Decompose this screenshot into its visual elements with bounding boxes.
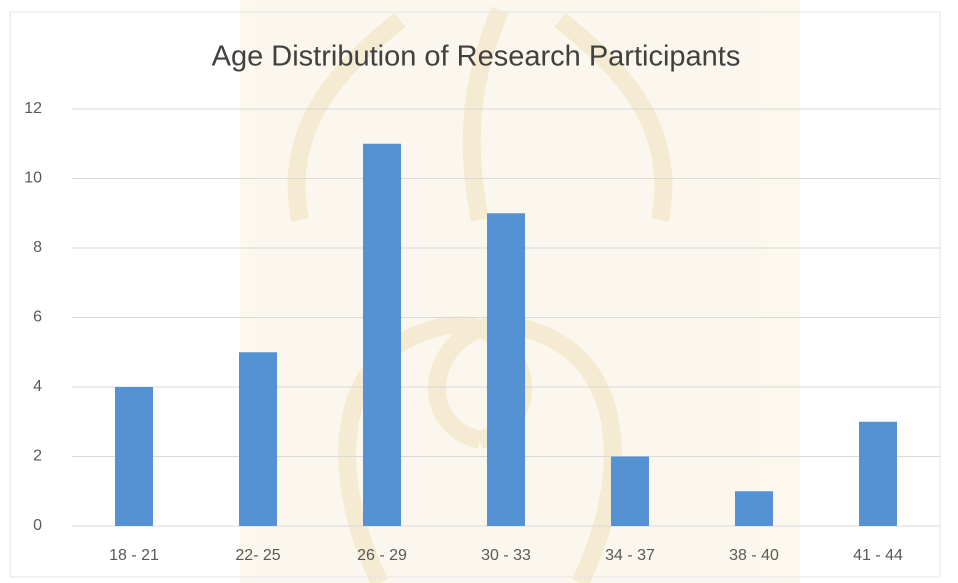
page: Age Distribution of Research Participant… — [0, 0, 958, 583]
y-tick-label: 0 — [33, 517, 42, 534]
chart: Age Distribution of Research Participant… — [0, 0, 958, 583]
x-tick-label: 38 - 40 — [729, 547, 779, 564]
bar — [115, 387, 153, 526]
y-tick-label: 4 — [33, 378, 42, 395]
y-tick-label: 8 — [33, 239, 42, 256]
x-tick-label: 22- 25 — [235, 547, 280, 564]
x-tick-label: 26 - 29 — [357, 547, 407, 564]
y-tick-label: 12 — [24, 100, 42, 117]
y-tick-label: 10 — [24, 170, 42, 187]
x-tick-label: 34 - 37 — [605, 547, 655, 564]
bar — [239, 352, 277, 526]
bar — [487, 213, 525, 526]
x-tick-label: 30 - 33 — [481, 547, 531, 564]
x-tick-label: 18 - 21 — [109, 547, 159, 564]
y-tick-label: 2 — [33, 448, 42, 465]
x-tick-label: 41 - 44 — [853, 547, 903, 564]
bar — [363, 144, 401, 526]
y-tick-label: 6 — [33, 309, 42, 326]
bar — [859, 422, 897, 526]
chart-title: Age Distribution of Research Participant… — [212, 41, 741, 73]
bar — [735, 491, 773, 526]
bar — [611, 457, 649, 527]
